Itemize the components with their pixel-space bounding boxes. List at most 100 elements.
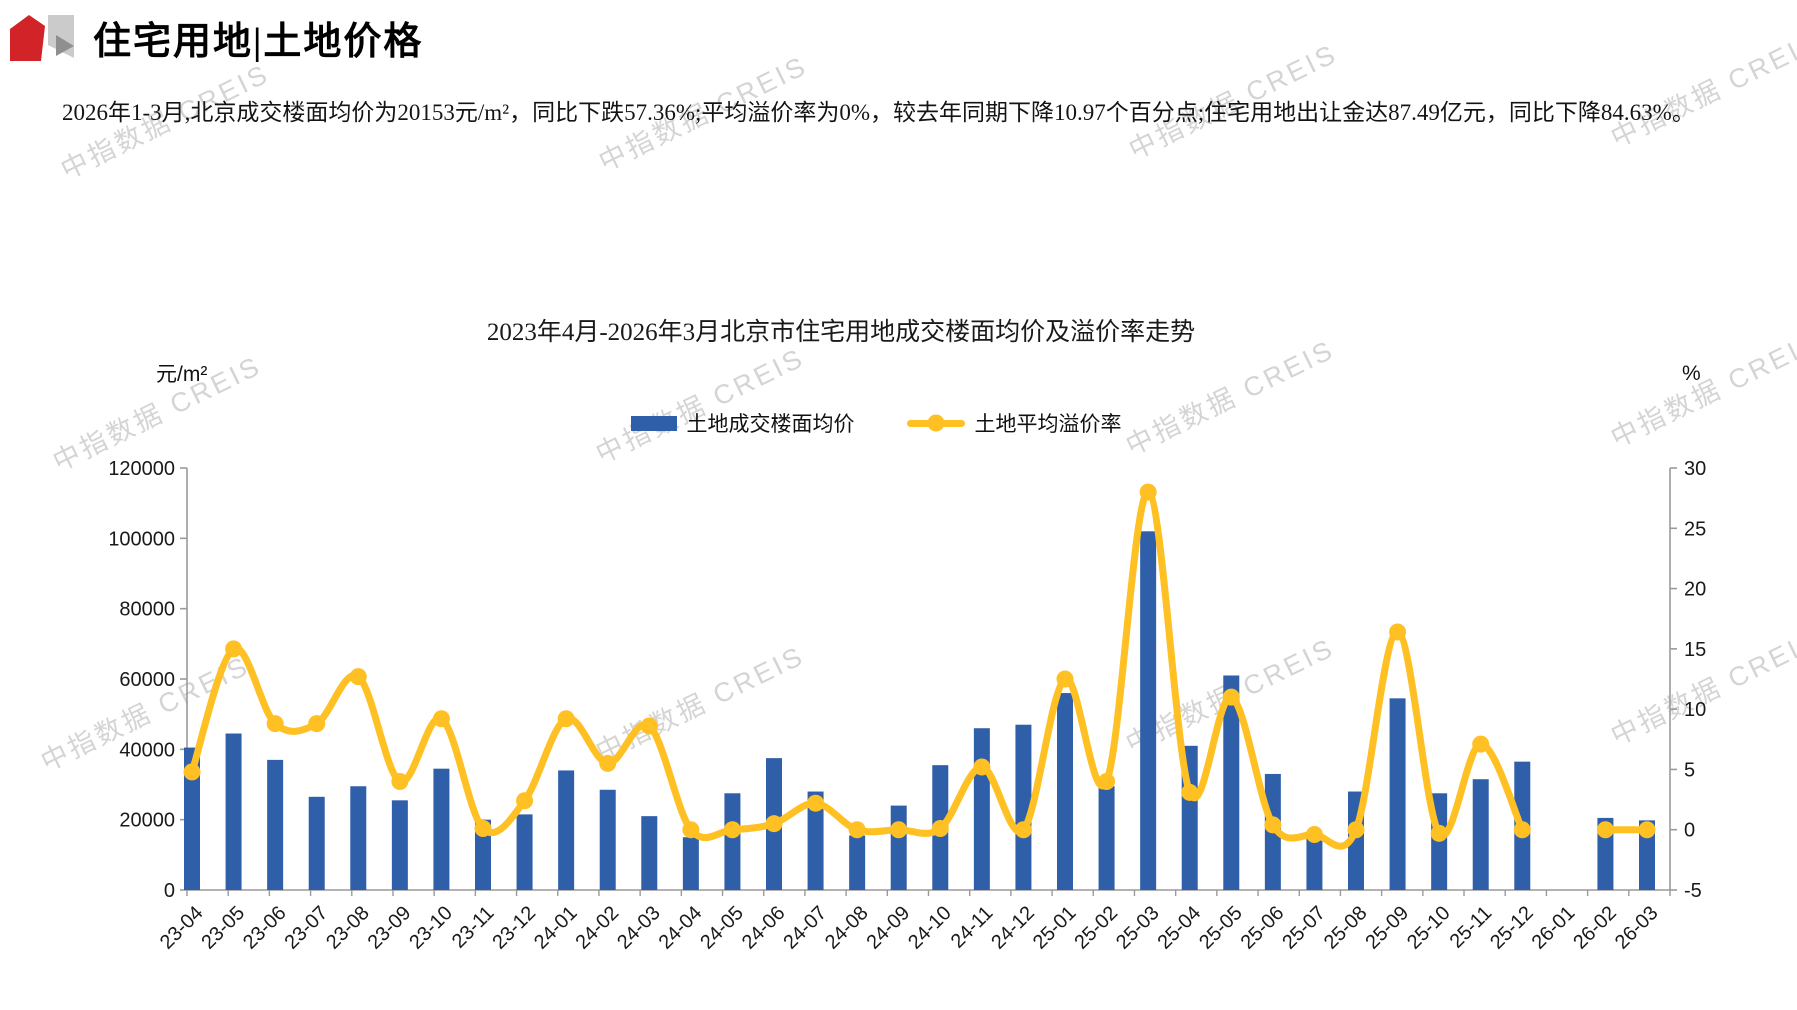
bar <box>1639 820 1655 890</box>
left-axis: 0 20000 40000 60000 80000 100000 120000 <box>110 458 187 902</box>
line-point <box>225 640 243 658</box>
svg-text:5: 5 <box>1684 759 1695 781</box>
svg-text:120000: 120000 <box>110 458 175 480</box>
svg-text:24-11: 24-11 <box>947 902 998 953</box>
bar <box>682 837 699 890</box>
line-point <box>557 710 575 728</box>
line-series <box>183 483 1656 850</box>
svg-text:25-06: 25-06 <box>1237 902 1289 954</box>
line-point <box>1430 824 1448 842</box>
legend-item-line: 土地平均溢价率 <box>906 408 1122 438</box>
svg-text:25-11: 25-11 <box>1446 902 1497 953</box>
creis-logo-graphic <box>10 15 74 61</box>
bar <box>1140 531 1157 890</box>
legend-item-bar: 土地成交楼面均价 <box>630 408 855 438</box>
line-point <box>1347 821 1365 839</box>
line-point <box>765 815 783 833</box>
line-legend-label: 土地平均溢价率 <box>974 412 1122 436</box>
chart-title: 2023年4月-2026年3月北京市住宅用地成交楼面均价及溢价率走势 <box>486 319 1196 346</box>
left-axis-unit: 元/m² <box>156 363 208 386</box>
bar <box>475 819 491 890</box>
x-axis: 23-0423-0523-0623-0723-0823-0923-1023-11… <box>156 890 1671 954</box>
right-axis: -5 0 5 10 15 20 25 30 <box>1670 458 1706 902</box>
svg-text:23-10: 23-10 <box>405 902 457 954</box>
svg-text:25-12: 25-12 <box>1486 902 1538 954</box>
bar <box>558 770 575 890</box>
line-point <box>1472 735 1490 753</box>
svg-text:100000: 100000 <box>110 528 175 550</box>
bar <box>1306 835 1323 890</box>
bar <box>890 805 907 890</box>
bar <box>225 733 242 890</box>
creis-logo <box>10 13 76 61</box>
svg-text:25-07: 25-07 <box>1278 902 1330 954</box>
bar <box>1098 786 1115 890</box>
svg-text:24-12: 24-12 <box>987 902 1039 954</box>
line-point <box>183 763 201 781</box>
svg-text:23-12: 23-12 <box>488 902 540 954</box>
svg-text:24-01: 24-01 <box>530 902 582 954</box>
svg-text:24-08: 24-08 <box>821 902 873 954</box>
line-point <box>890 821 908 839</box>
chart-legend: 土地成交楼面均价 土地平均溢价率 <box>100 408 1652 438</box>
svg-text:0: 0 <box>1684 820 1695 842</box>
page-title: 住宅用地|土地价格 <box>93 21 424 63</box>
line-point <box>1056 670 1074 688</box>
line-point <box>1513 821 1531 839</box>
svg-text:26-01: 26-01 <box>1528 902 1580 954</box>
line-point <box>1264 816 1282 834</box>
svg-text:25: 25 <box>1684 518 1706 540</box>
bar <box>308 796 325 890</box>
svg-text:30: 30 <box>1684 458 1706 480</box>
svg-text:23-06: 23-06 <box>239 902 291 954</box>
bar-legend-swatch <box>630 415 677 431</box>
line-point <box>1305 826 1323 844</box>
svg-text:24-10: 24-10 <box>904 902 956 954</box>
line-point <box>807 794 825 812</box>
svg-text:24-05: 24-05 <box>696 902 748 954</box>
bar <box>849 835 866 890</box>
bar <box>1472 779 1489 890</box>
svg-text:25-05: 25-05 <box>1195 902 1247 954</box>
line-point <box>474 820 492 838</box>
bar <box>184 747 200 890</box>
svg-text:23-07: 23-07 <box>281 902 333 954</box>
line-point <box>848 821 866 839</box>
svg-text:24-07: 24-07 <box>779 902 831 954</box>
bar <box>1015 724 1032 890</box>
svg-text:23-04: 23-04 <box>156 902 208 954</box>
svg-text:25-08: 25-08 <box>1320 902 1372 954</box>
combo-chart: 0 20000 40000 60000 80000 100000 120000 -5 0 5 10 1… <box>110 458 1706 954</box>
line-point <box>432 710 450 728</box>
line-point <box>1596 821 1614 839</box>
bar <box>1223 675 1240 890</box>
bar <box>267 759 284 890</box>
line-point <box>973 758 991 776</box>
bar <box>516 814 533 890</box>
premium-rate-line <box>188 488 1526 850</box>
svg-text:20000: 20000 <box>119 810 175 832</box>
line-point <box>1389 623 1407 641</box>
svg-text:23-09: 23-09 <box>364 902 416 954</box>
svg-text:80000: 80000 <box>119 599 175 621</box>
line-point <box>266 715 284 733</box>
right-axis-unit: % <box>1682 362 1701 385</box>
line-legend-swatch <box>906 414 965 432</box>
svg-text:40000: 40000 <box>119 739 175 761</box>
line-point <box>1139 483 1157 501</box>
svg-text:23-08: 23-08 <box>322 902 374 954</box>
svg-text:25-10: 25-10 <box>1403 902 1455 954</box>
svg-text:25-01: 25-01 <box>1029 902 1081 954</box>
svg-text:0: 0 <box>164 880 175 902</box>
svg-text:25-04: 25-04 <box>1154 902 1206 954</box>
line-point <box>349 668 367 686</box>
line-point <box>1638 821 1656 839</box>
bar-legend-label: 土地成交楼面均价 <box>686 412 855 436</box>
line-point <box>1014 821 1032 839</box>
line-point <box>640 717 658 735</box>
line-point <box>599 754 617 772</box>
svg-text:24-03: 24-03 <box>613 902 665 954</box>
svg-text:26-03: 26-03 <box>1611 902 1663 954</box>
svg-text:10: 10 <box>1684 699 1706 721</box>
